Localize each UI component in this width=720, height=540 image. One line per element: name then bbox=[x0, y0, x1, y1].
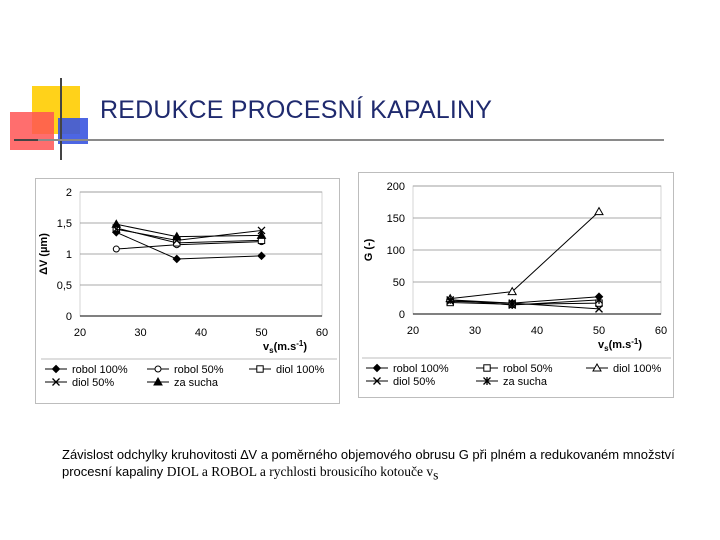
figure-caption: Závislost odchylky kruhovitosti ∆V a pom… bbox=[62, 446, 682, 484]
y-tick-label: 0,5 bbox=[57, 280, 72, 292]
legend-marker bbox=[483, 377, 491, 385]
legend-marker bbox=[52, 378, 60, 386]
data-point bbox=[508, 301, 517, 310]
legend-label: diol 50% bbox=[393, 376, 435, 388]
series-za-sucha bbox=[111, 219, 267, 241]
x-tick-label: 20 bbox=[407, 325, 419, 337]
deco-red-square bbox=[10, 112, 54, 150]
x-tick-label: 60 bbox=[316, 327, 328, 339]
y-tick-label: 100 bbox=[387, 245, 405, 257]
chart-G: 0 50 100 150 200 20 30 40 50 60 G (-) vs(m.s-1) robo… bbox=[358, 172, 674, 398]
y-tick-label: 2 bbox=[66, 187, 72, 199]
legend: robol 100% robol 50% diol 100% diol 50% za s… bbox=[362, 357, 671, 388]
x-tick-label: 50 bbox=[255, 327, 267, 339]
chart-deltaV: 0 0,5 1 1,5 2 20 30 40 50 60 ΔV (µm) vs(m.s-1) robol… bbox=[35, 178, 340, 404]
legend-label: robol 100% bbox=[393, 363, 449, 375]
y-tick-label: 150 bbox=[387, 213, 405, 225]
caption-subscript: s bbox=[433, 467, 439, 483]
data-point bbox=[257, 251, 266, 261]
y-tick-label: 0 bbox=[399, 309, 405, 321]
legend-marker bbox=[373, 377, 381, 385]
legend-item: diol 50% bbox=[366, 376, 435, 388]
x-tick-label: 30 bbox=[134, 327, 146, 339]
legend-marker bbox=[154, 365, 162, 373]
legend-item: diol 50% bbox=[45, 377, 114, 389]
x-tick-label: 60 bbox=[655, 325, 667, 337]
caption-part1: Závislost odchylky kruhovitosti ∆V a pom… bbox=[62, 447, 675, 479]
legend-label: za sucha bbox=[174, 377, 219, 389]
legend-item: diol 100% bbox=[586, 362, 662, 375]
y-tick-label: 200 bbox=[387, 181, 405, 193]
x-tick-label: 20 bbox=[74, 327, 86, 339]
caption-part2: DIOL a ROBOL a rychlosti brousicího koto… bbox=[166, 464, 434, 479]
y-tick-label: 1 bbox=[66, 249, 72, 261]
x-tick-label: 50 bbox=[593, 325, 605, 337]
series-za-sucha bbox=[446, 295, 603, 310]
legend: robol 100% robol 50% diol 100% diol 50% za s… bbox=[41, 358, 337, 389]
data-point bbox=[172, 254, 182, 264]
data-point bbox=[595, 295, 603, 304]
legend-item: diol 100% bbox=[249, 364, 325, 376]
legend-item: robol 100% bbox=[366, 363, 449, 375]
deco-vertical-line bbox=[60, 78, 62, 160]
data-point bbox=[595, 304, 603, 313]
x-tick-label: 40 bbox=[531, 325, 543, 337]
legend-marker bbox=[372, 363, 382, 373]
legend-label: diol 50% bbox=[72, 377, 114, 389]
slide-title: REDUKCE PROCESNÍ KAPALINY bbox=[100, 96, 493, 124]
legend-item: robol 100% bbox=[45, 364, 128, 376]
y-tick-label: 0 bbox=[66, 311, 72, 323]
legend-marker bbox=[592, 362, 602, 372]
legend-label: diol 100% bbox=[276, 364, 325, 376]
data-point bbox=[112, 245, 120, 253]
legend-label: diol 100% bbox=[613, 363, 662, 375]
x-tick-label: 30 bbox=[469, 325, 481, 337]
x-axis-label: vs(m.s-1) bbox=[263, 339, 307, 355]
legend-label: robol 50% bbox=[174, 364, 224, 376]
legend-marker bbox=[153, 376, 163, 386]
y-tick-label: 1,5 bbox=[57, 218, 72, 230]
x-axis-label: vs(m.s-1) bbox=[598, 337, 642, 353]
legend-label: za sucha bbox=[503, 376, 548, 388]
legend-item: za sucha bbox=[147, 376, 219, 389]
legend-label: robol 50% bbox=[503, 363, 553, 375]
legend-item: robol 50% bbox=[476, 363, 553, 375]
legend-marker bbox=[51, 364, 61, 374]
legend-item: za sucha bbox=[476, 376, 548, 388]
y-axis-label: G (-) bbox=[363, 238, 375, 261]
x-tick-label: 40 bbox=[195, 327, 207, 339]
data-point bbox=[171, 231, 182, 241]
y-tick-label: 50 bbox=[393, 277, 405, 289]
legend-marker bbox=[483, 364, 491, 372]
legend-label: robol 100% bbox=[72, 364, 128, 376]
data-point bbox=[256, 230, 267, 239]
title-underline bbox=[38, 139, 664, 141]
data-point bbox=[446, 295, 455, 304]
legend-item: robol 50% bbox=[147, 364, 224, 376]
data-point bbox=[594, 206, 604, 216]
legend-marker bbox=[256, 365, 264, 373]
data-point bbox=[507, 286, 518, 296]
data-point bbox=[111, 219, 122, 228]
y-axis-label: ΔV (µm) bbox=[38, 233, 50, 275]
